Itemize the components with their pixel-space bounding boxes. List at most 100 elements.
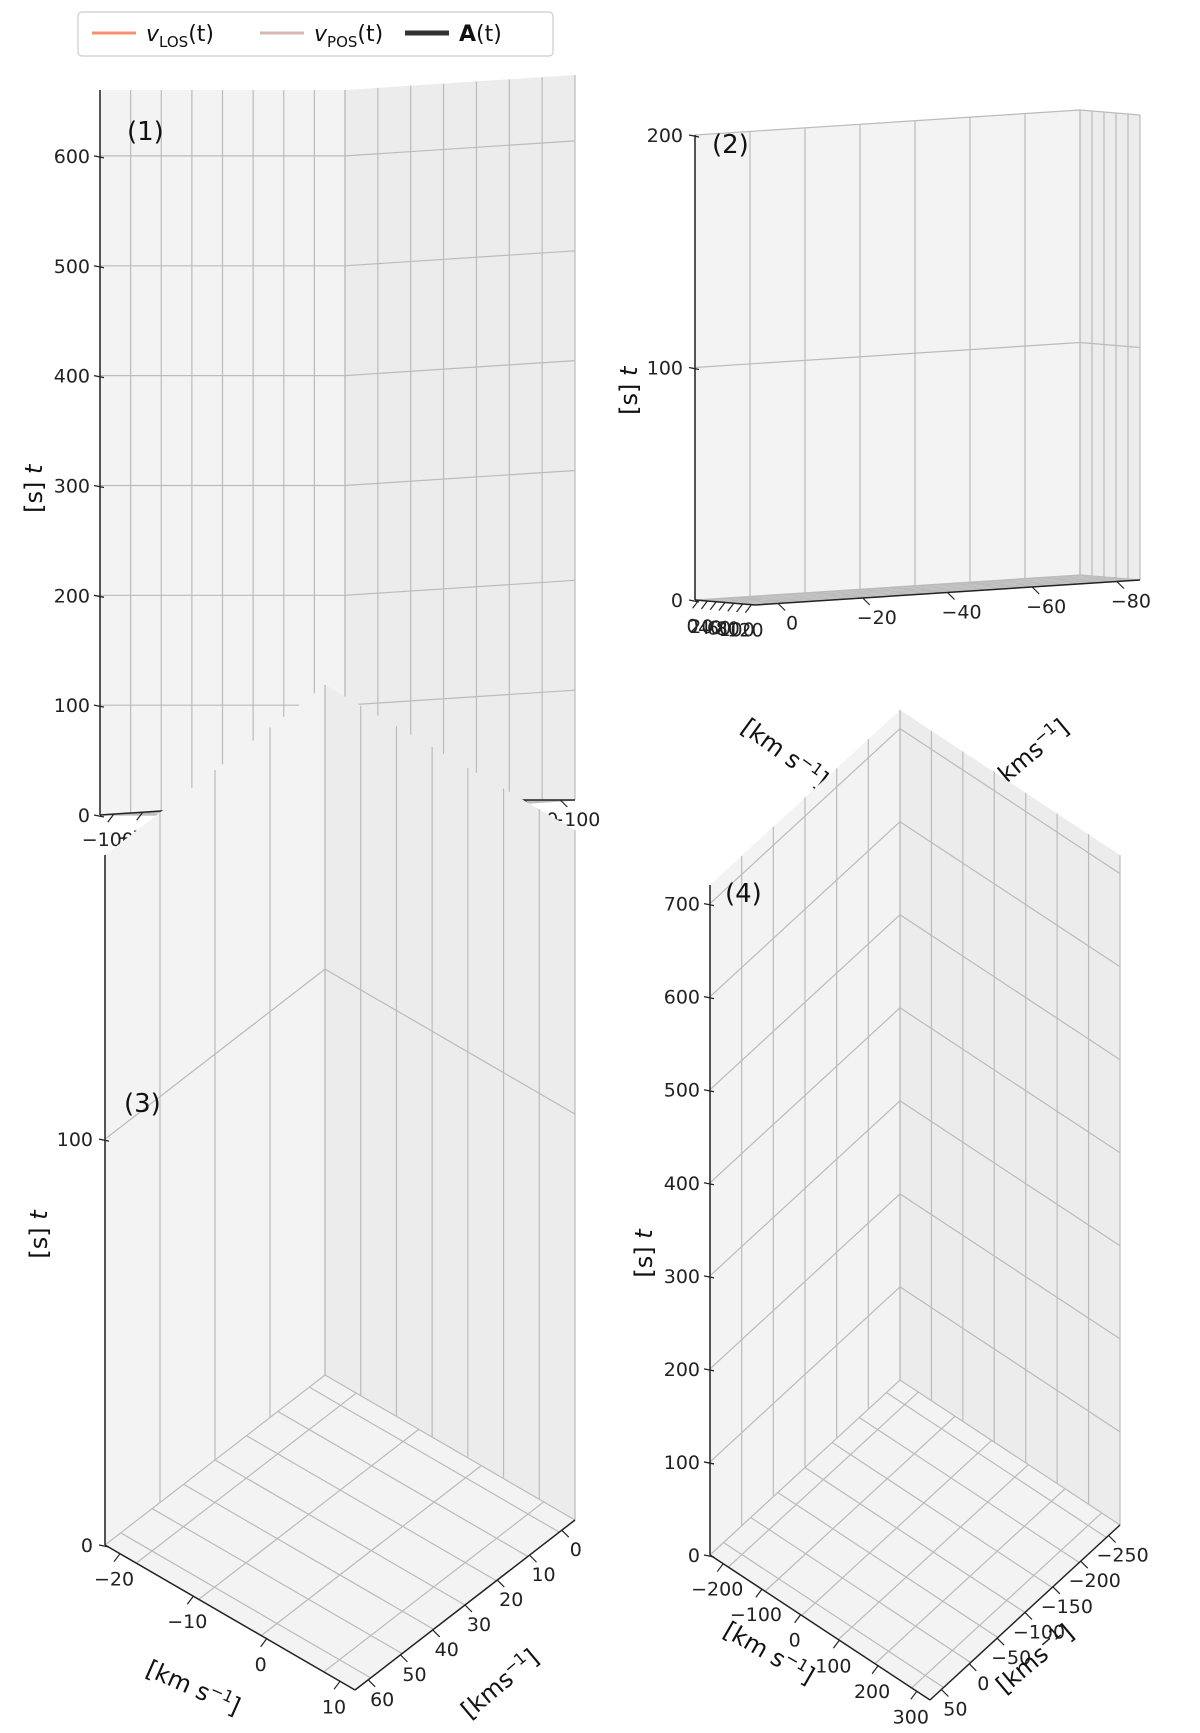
y-tick-mark (496, 1579, 505, 1588)
t-tick-mark (703, 1461, 715, 1465)
x-tick-mark (700, 600, 708, 610)
back-pane-right (325, 685, 575, 1520)
t-tick-mark (688, 134, 700, 138)
y-tick-mark (947, 592, 955, 600)
y-tick-mark (400, 1654, 408, 1663)
y-tick-label: −100 (1013, 1622, 1065, 1644)
wall-grid-horizontal (709, 913, 1121, 1091)
wall-grid-horizontal (694, 341, 1141, 369)
x-tick-label: 60 (707, 618, 731, 640)
y-tick-label: 0 (977, 1673, 989, 1695)
t-tick-label: 200 (647, 125, 683, 147)
x-tick-label: 200 (854, 1681, 890, 1703)
y-tick-label: 0 (570, 1539, 582, 1561)
x-tick-label: 0 (789, 1630, 801, 1652)
x-tick-mark (692, 599, 700, 609)
y-tick-label: 30 (467, 1614, 491, 1636)
t-axis-label: [s] t (25, 1209, 53, 1259)
y-tick-label: 10 (531, 1564, 555, 1586)
wall-grid-horizontal (709, 1286, 1121, 1463)
y-tick-label: 60 (370, 1689, 394, 1711)
floor-grid-y (887, 586, 948, 594)
wall-grid-horizontal (104, 1374, 576, 1546)
x-tick-label: −100 (730, 1604, 782, 1626)
floor-grid-y (151, 1508, 403, 1655)
y-tick-mark (1080, 1560, 1089, 1569)
y-tick-mark (1116, 581, 1125, 589)
floor-grid-y (308, 1386, 560, 1533)
legend-frame (77, 11, 554, 57)
y-tick-mark (996, 1637, 1005, 1646)
back-pane-right (900, 710, 1120, 1525)
t-tick-mark (93, 155, 105, 159)
floor-grid-y (277, 1410, 529, 1557)
t-tick-mark (93, 814, 105, 818)
x-tick-mark (871, 1665, 879, 1675)
floor-grid-y (750, 1516, 972, 1664)
x-tick-mark (910, 1690, 918, 1700)
x-tick-label: −200 (691, 1579, 743, 1601)
x-tick-label: 10 (322, 1696, 346, 1718)
floor-grid-y (831, 1441, 1053, 1589)
floor-grid-y (120, 1532, 372, 1679)
x-axis-line (104, 1544, 356, 1691)
x-tick-mark (832, 1639, 840, 1649)
x-tick-label: −20 (94, 1569, 134, 1591)
t-tick-label: 200 (54, 585, 90, 607)
t-tick-label: 500 (54, 256, 90, 278)
y-tick-mark (777, 603, 786, 611)
y-tick-label: −20 (857, 607, 897, 629)
y-tick-mark (862, 597, 871, 606)
floor-grid-y (246, 1435, 497, 1582)
x-tick-label: 0 (687, 615, 699, 637)
y-tick-mark (1024, 1612, 1033, 1620)
wall-grid-horizontal (100, 579, 576, 596)
wall-grid-horizontal (709, 1007, 1121, 1184)
x-axis-line (709, 1554, 931, 1701)
t-tick-mark (703, 1368, 715, 1372)
t-tick-label: 600 (54, 146, 90, 168)
x-tick-mark (136, 811, 144, 821)
t-tick-label: 500 (664, 1080, 700, 1102)
x-tick-label: −10 (167, 1611, 207, 1633)
wall-grid-horizontal (694, 109, 1141, 136)
wall-grid-horizontal (104, 968, 576, 1140)
wall-grid-horizontal (709, 727, 1121, 905)
x-tick-mark (718, 602, 726, 611)
panel-four: 0100200300400500600700−200−1000100200300… (630, 710, 1149, 1728)
t-tick-label: 0 (688, 1545, 700, 1567)
t-tick-mark (703, 1554, 715, 1558)
t-axis-unit: [s] (630, 1246, 658, 1277)
wall-grid-horizontal (100, 360, 576, 377)
wall-grid-horizontal (100, 140, 576, 157)
x-axis-label: [km s−1] (142, 1653, 245, 1721)
t-tick-label: 300 (664, 1266, 700, 1288)
panel-label: (3) (124, 1089, 161, 1119)
floor-grid-y (804, 1466, 1026, 1614)
panel-label: (1) (127, 117, 164, 147)
x-tick-mark (736, 603, 744, 613)
y-tick-label: 40 (435, 1639, 459, 1661)
t-axis-label: [s] t (20, 463, 48, 513)
panels: 0100200300400500600−100−75−50−2502550752… (20, 75, 1151, 1728)
y-tick-mark (432, 1629, 441, 1638)
t-tick-mark (98, 1138, 110, 1142)
x-tick-mark (727, 602, 735, 612)
y-tick-label: 50 (943, 1699, 967, 1721)
y-tick-label: −80 (1111, 591, 1151, 613)
legend: vLOS(t) vPOS(t) A(t) (77, 11, 554, 57)
t-tick-label: 400 (54, 366, 90, 388)
x-tick-label: 40 (698, 617, 722, 639)
wall-grid-horizontal (694, 574, 1141, 601)
floor-grid-y (214, 1459, 466, 1606)
x-tick-mark (794, 1614, 802, 1624)
t-axis-symbol: t (615, 365, 643, 376)
y-tick-label: 50 (402, 1664, 426, 1686)
t-axis-symbol: t (20, 463, 48, 474)
y-tick-mark (940, 1689, 949, 1697)
floor-grid-y (858, 1416, 1080, 1564)
y-tick-mark (1108, 1535, 1117, 1543)
y-tick-mark (1052, 1586, 1061, 1595)
t-tick-mark (703, 902, 715, 907)
